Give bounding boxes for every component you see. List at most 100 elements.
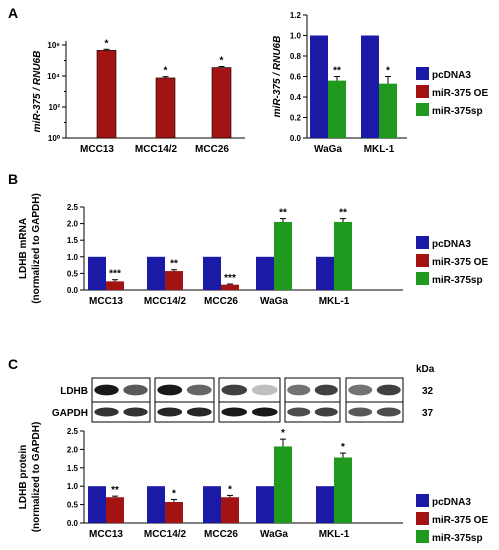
legend-c-swatch-pcDNA3 [416, 494, 429, 507]
b-bar-pcDNA3 [88, 256, 106, 290]
blot-band [251, 384, 278, 396]
blot-band [186, 407, 212, 417]
blot-band [157, 384, 183, 396]
a-right-sig: * [386, 66, 390, 77]
b-sig: *** [109, 269, 121, 280]
blot-band [94, 384, 119, 396]
b-bar-pcDNA3 [316, 256, 334, 290]
c-ytick-label: 0.5 [67, 501, 79, 510]
c-ytick-label: 1.0 [67, 482, 79, 491]
legend-c-label-sp: miR-375sp [432, 533, 483, 544]
a-left-bar-oe [212, 67, 231, 138]
blot-band [221, 407, 248, 417]
b-x-tick-label: MKL-1 [319, 296, 350, 307]
a-left-sig: * [105, 38, 109, 49]
c-sig: * [281, 428, 285, 439]
c-bar-pcDNA3 [88, 486, 106, 523]
blot-band [221, 384, 248, 396]
c-sig: * [341, 442, 345, 453]
blot-band [376, 407, 401, 417]
legend-c-label-oe: miR-375 OE [432, 515, 488, 526]
b-x-tick-label: MCC26 [204, 296, 238, 307]
legend-c-label-pcDNA3: pcDNA3 [432, 497, 471, 508]
c-x-tick-label: MCC13 [89, 529, 123, 540]
a-left-ytick-label: 10⁶ [47, 41, 60, 50]
a-left-y-label: miR-375 / RNU6B [32, 51, 43, 133]
b-sig: ** [279, 208, 287, 219]
a-left-sig: * [164, 66, 168, 77]
c-y-label-2: (normalized to GAPDH) [31, 422, 42, 533]
b-sig: *** [224, 273, 236, 284]
a-left-ytick-label: 10⁴ [47, 72, 60, 81]
a-right-y-label: miR-375 / RNU6B [272, 36, 283, 118]
b-bar-sp [274, 221, 292, 290]
legend-a-label-oe: miR-375 OE [432, 88, 488, 99]
c-x-tick-label: MCC14/2 [144, 529, 187, 540]
legend-b-label-oe: miR-375 OE [432, 257, 488, 268]
a-left-x-tick-label: MCC14/2 [135, 144, 178, 155]
blot-band [123, 407, 148, 417]
legend-b-swatch-sp [416, 272, 429, 285]
blot-box [218, 401, 281, 423]
blot-row-label: LDHB [60, 386, 88, 397]
c-sig: ** [111, 485, 119, 496]
a-right-x-tick-label: MKL-1 [364, 144, 395, 155]
b-x-tick-label: MCC13 [89, 296, 123, 307]
c-bar-sp [334, 457, 352, 523]
a-left-x-tick-label: MCC26 [195, 144, 229, 155]
c-x-tick-label: WaGa [260, 529, 288, 540]
panel-a-label: A [8, 5, 19, 21]
a-right-ytick-label: 1.2 [290, 11, 302, 20]
blot-band [251, 407, 278, 417]
b-bar-oe [165, 271, 183, 290]
c-bar-pcDNA3 [256, 486, 274, 523]
legend-a-swatch-pcDNA3 [416, 67, 429, 80]
c-ytick-label: 0.0 [67, 519, 79, 528]
c-ytick-label: 2.5 [67, 427, 79, 436]
b-bar-pcDNA3 [203, 256, 221, 290]
legend-a-swatch-sp [416, 103, 429, 116]
legend-a-swatch-oe [416, 85, 429, 98]
b-ytick-label: 2.0 [67, 220, 79, 229]
blot-band [348, 407, 373, 417]
b-x-tick-label: WaGa [260, 296, 288, 307]
c-ytick-label: 1.5 [67, 464, 79, 473]
b-y-label-2: (normalized to GAPDH) [31, 193, 42, 304]
blot-kda-value: 32 [422, 386, 434, 397]
legend-b-label-sp: miR-375sp [432, 275, 483, 286]
b-ytick-label: 2.5 [67, 203, 79, 212]
panel-c-label: C [8, 356, 19, 372]
a-right-ytick-label: 0.4 [290, 93, 302, 102]
blot-band [376, 384, 401, 396]
b-y-label-1: LDHB mRNA [18, 218, 29, 279]
blot-box [284, 401, 341, 423]
b-ytick-label: 0.5 [67, 269, 79, 278]
panel-b-label: B [8, 171, 19, 187]
blot-band [287, 384, 311, 396]
blot-band [314, 384, 338, 396]
b-bar-oe [106, 281, 124, 290]
c-bar-oe [106, 497, 124, 523]
b-x-tick-label: MCC14/2 [144, 296, 187, 307]
a-right-bar-sp [328, 80, 346, 138]
c-sig: * [172, 488, 176, 499]
c-bar-pcDNA3 [316, 486, 334, 523]
blot-band [186, 384, 212, 396]
a-right-x-tick-label: WaGa [314, 144, 342, 155]
legend-c-swatch-sp [416, 530, 429, 543]
a-right-ytick-label: 0.0 [290, 134, 302, 143]
legend-b-swatch-pcDNA3 [416, 236, 429, 249]
b-ytick-label: 1.5 [67, 236, 79, 245]
blot-kda-value: 37 [422, 408, 434, 419]
c-bar-pcDNA3 [147, 486, 165, 523]
a-right-ytick-label: 0.2 [290, 114, 302, 123]
c-bar-oe [221, 497, 239, 523]
legend-b-label-pcDNA3: pcDNA3 [432, 239, 471, 250]
legend-b-swatch-oe [416, 254, 429, 267]
blot-row-label: GAPDH [52, 408, 88, 419]
a-left-ytick-label: 10² [48, 103, 60, 112]
c-sig: * [228, 484, 232, 495]
a-left-x-tick-label: MCC13 [80, 144, 114, 155]
c-x-tick-label: MCC26 [204, 529, 238, 540]
